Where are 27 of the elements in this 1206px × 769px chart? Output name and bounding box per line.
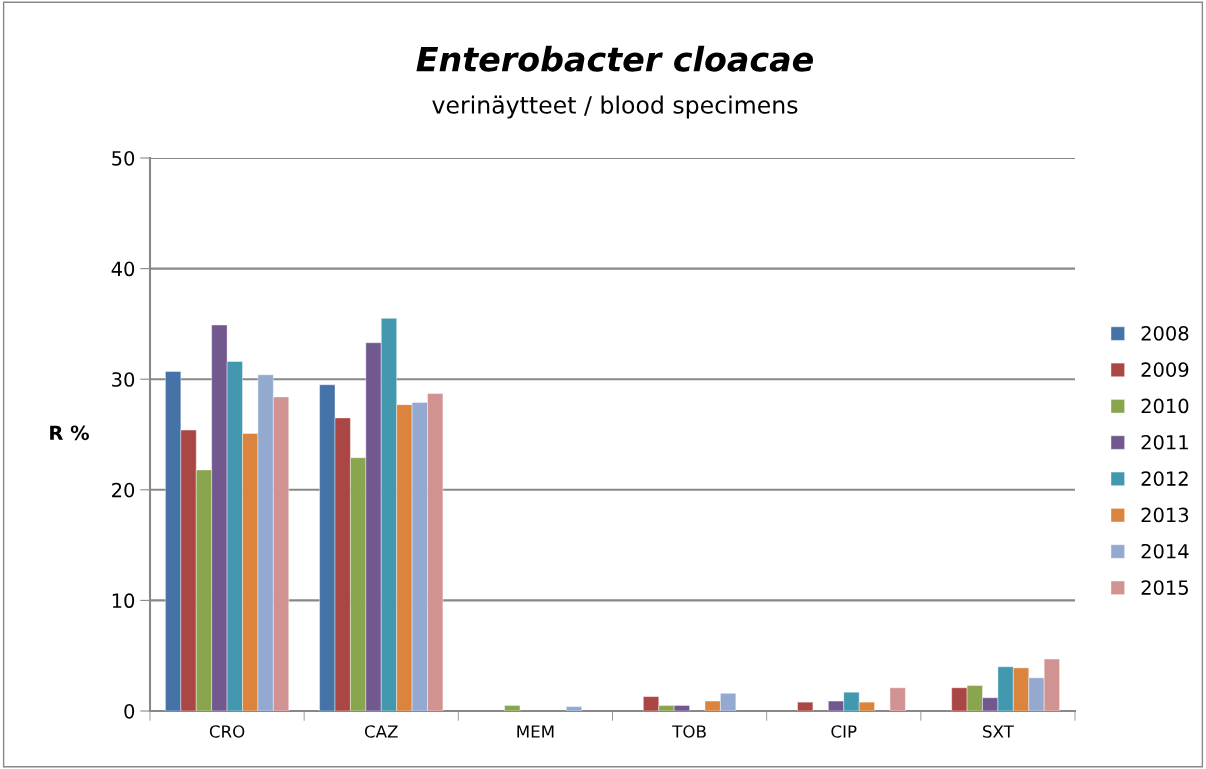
x-tick-label: MEM bbox=[517, 725, 554, 738]
chart-title: Enterobacter cloacae bbox=[416, 45, 813, 72]
legend-label: 2008 bbox=[1141, 325, 1189, 341]
legend-label: 2011 bbox=[1141, 434, 1188, 450]
legend-label: 2015 bbox=[1141, 580, 1188, 595]
x-tick-label: SXT bbox=[983, 725, 1014, 738]
y-tick-label: 20 bbox=[112, 482, 135, 498]
x-tick-label: CAZ bbox=[364, 725, 398, 738]
y-axis-title: R % bbox=[50, 425, 89, 441]
legend-label: 2012 bbox=[1141, 471, 1188, 486]
y-tick-label: 40 bbox=[111, 261, 135, 277]
x-tick-label: CRO bbox=[209, 725, 245, 738]
y-tick-label: 10 bbox=[112, 593, 135, 609]
chart-subtitle: verinäytteet / blood specimens bbox=[432, 95, 798, 119]
x-tick-label: TOB bbox=[672, 725, 706, 738]
legend-label: 2014 bbox=[1141, 543, 1189, 559]
bar bbox=[504, 705, 521, 711]
x-tick-label: CIP bbox=[831, 725, 857, 738]
y-tick-label: 0 bbox=[124, 703, 135, 719]
legend-label: 2009 bbox=[1141, 362, 1189, 377]
legend-label: 2010 bbox=[1141, 398, 1189, 414]
y-tick-label: 50 bbox=[112, 150, 135, 166]
bar bbox=[889, 687, 906, 711]
y-tick-label: 30 bbox=[112, 372, 135, 387]
bar bbox=[797, 701, 814, 711]
legend-label: 2013 bbox=[1141, 507, 1189, 523]
bar bbox=[566, 706, 582, 711]
